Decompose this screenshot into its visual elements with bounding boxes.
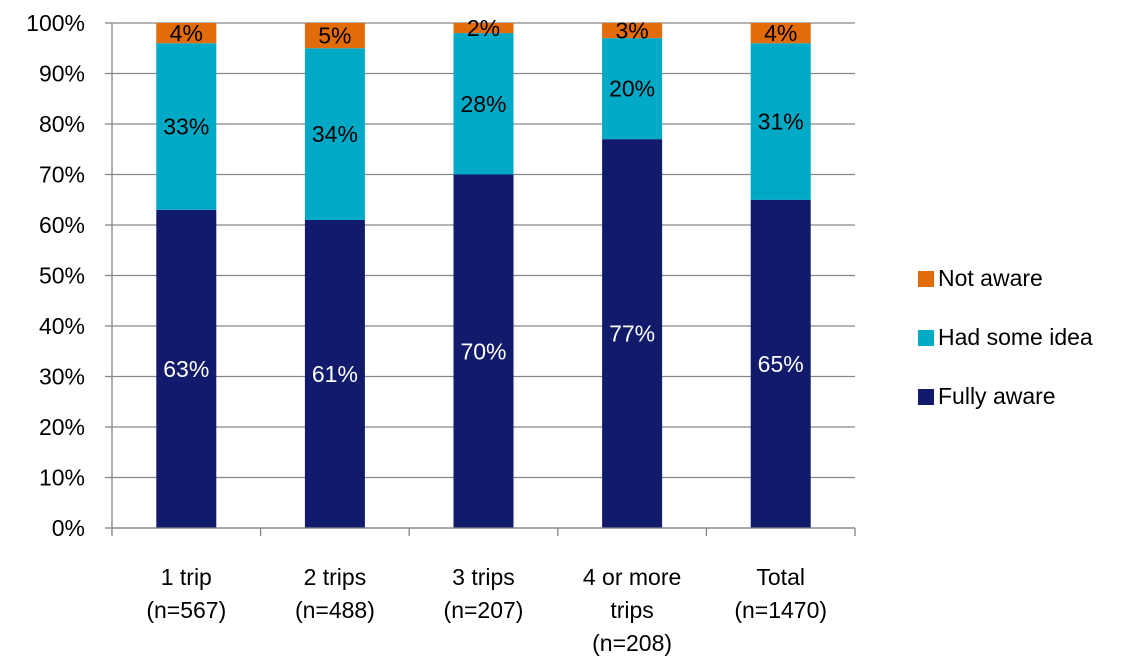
data-label: 20% [609,76,655,102]
data-label: 4% [170,20,203,46]
legend-swatch [918,389,934,405]
legend-label: Had some idea [938,324,1093,350]
data-label: 5% [318,23,351,49]
y-tick-label: 60% [39,212,85,238]
legend-label: Fully aware [938,383,1056,409]
bars [156,23,811,528]
data-label: 31% [758,108,804,134]
y-axis-tick-labels: 0% 10% 20% 30% 40% 50% 60% 70% 80% 90% 100% [26,10,85,541]
y-tick-label: 20% [39,414,85,440]
data-label: 77% [609,321,655,347]
y-tick-label: 40% [39,313,85,339]
y-tick-label: 0% [52,515,85,541]
x-category-label: Total [756,564,805,590]
x-category-label: (n=207) [444,597,524,623]
bar-segment [453,23,514,34]
bar-segment [602,38,663,140]
bar-segment [453,174,514,528]
bar-segment [453,33,514,175]
bar-segment [156,23,217,44]
data-label: 3% [615,18,648,44]
x-category-label: (n=208) [592,630,672,656]
x-category-label: 4 or more [583,564,681,590]
bar-segment [156,43,217,210]
legend-swatch [918,271,934,287]
x-category-label: 1 trip [161,564,212,590]
data-labels: 63% 33% 4% 61% 34% 5% 70% 28% 2% 77% 20% 3% 65% 31% 4% [163,15,803,387]
data-label: 2% [467,15,500,41]
y-tick-label: 70% [39,162,85,188]
y-tick-label: 50% [39,263,85,289]
data-label: 63% [163,356,209,382]
bar-segment [750,23,811,44]
x-axis-category-labels: 1 trip (n=567) 2 trips (n=488) 3 trips (n=207… [146,564,827,656]
x-category-label: 2 trips [304,564,367,590]
x-category-label: trips [610,597,653,623]
bar-segment [750,199,811,528]
y-tick-label: 100% [26,10,85,36]
x-category-label: (n=1470) [734,597,827,623]
bar-segment [602,139,663,528]
y-tick-label: 30% [39,364,85,390]
data-label: 33% [163,114,209,140]
legend: Not aware Had some idea Fully aware [918,265,1093,409]
data-label: 28% [460,91,506,117]
data-label: 61% [312,361,358,387]
bar-segment [304,23,365,49]
data-label: 65% [758,351,804,377]
data-label: 34% [312,121,358,147]
bar-segment [156,209,217,528]
bar-segment [750,43,811,200]
data-label: 70% [460,338,506,364]
y-tick-label: 80% [39,111,85,137]
data-label: 4% [764,20,797,46]
axes [105,22,856,536]
x-category-label: (n=488) [295,597,375,623]
bar-segment [304,219,365,528]
legend-label: Not aware [938,265,1043,291]
bar-segment [602,23,663,39]
y-tick-label: 90% [39,61,85,87]
bar-segment [304,48,365,220]
y-tick-label: 10% [39,465,85,491]
x-category-label: 3 trips [452,564,515,590]
x-category-label: (n=567) [146,597,226,623]
legend-swatch [918,330,934,346]
